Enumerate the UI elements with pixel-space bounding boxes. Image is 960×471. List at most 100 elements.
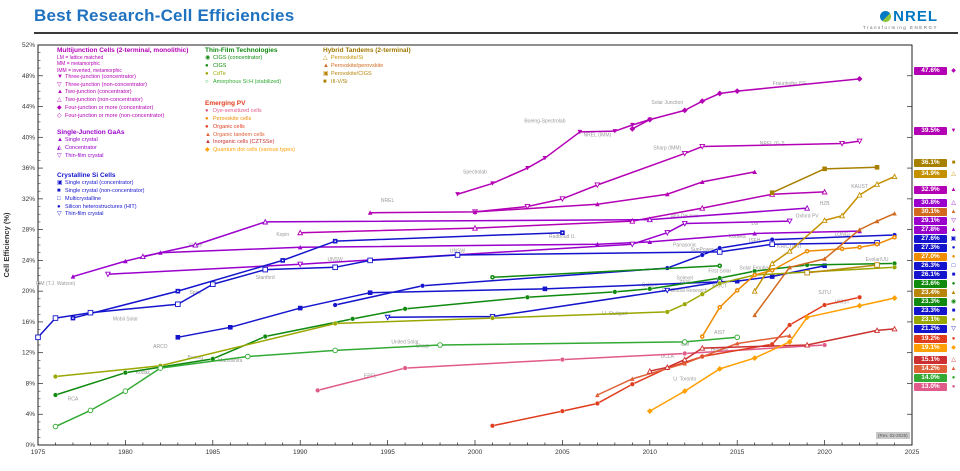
marker: [682, 301, 688, 307]
record-badge-marker: ◆: [951, 345, 956, 351]
record-badge: 15.1%: [914, 356, 947, 364]
marker: [752, 169, 757, 174]
x-tick-label: 1980: [118, 449, 133, 456]
annotation-label: Stanford: [256, 275, 275, 281]
marker: [822, 166, 827, 172]
marker: [681, 356, 688, 363]
record-badge: 23.6%: [914, 280, 947, 288]
legend-item: ◆ Four-junction or more (concentrator): [57, 105, 203, 113]
title-underline: [34, 32, 958, 34]
series-cigs: [55, 262, 895, 396]
marker: [664, 309, 670, 315]
x-tick-label: 2005: [555, 449, 570, 456]
legend-item: ▲ Single crystal: [57, 137, 203, 145]
legend-item-label: Single crystal (concentrator): [65, 180, 134, 187]
marker: [874, 218, 880, 224]
marker: [297, 261, 304, 268]
marker: [681, 150, 688, 157]
marker-dot: [876, 243, 878, 246]
annotation-label: KRICT/MIT: [777, 244, 802, 250]
y-tick-label: 40%: [22, 134, 35, 141]
annotation-label: Fraunhofer ISE: [773, 81, 808, 87]
marker: [892, 211, 897, 216]
record-badge-marker: ■: [951, 160, 956, 166]
annotation-label: ISFH: [749, 238, 761, 244]
marker: [595, 201, 600, 207]
annotation-label: SJTU: [818, 290, 831, 296]
annotation-label: First Solar: [708, 269, 731, 275]
marker: [769, 241, 775, 247]
legend-section-crystalline-si-cells: Crystalline Si Cells ▣ Single crystal (con…: [57, 172, 203, 219]
legend-item-label: Thin-film crystal: [65, 152, 104, 159]
legend-section-hybrid-tandems-2-terminal-: Hybrid Tandems (2-terminal) △ Perovskite/S…: [323, 47, 433, 86]
legend-marker-icon: ◭: [57, 144, 62, 151]
marker: [857, 294, 863, 300]
annotation-label: LG: [751, 221, 758, 227]
marker: [856, 75, 863, 82]
y-tick-label: 28%: [22, 227, 35, 234]
marker: [787, 322, 793, 328]
series-gaas-thin-film-crystal: [107, 220, 790, 275]
marker: [664, 191, 670, 197]
marker: [122, 388, 129, 394]
annotation-label: HZB: [820, 201, 831, 207]
legend-item-label: Perovskite cells: [213, 115, 252, 122]
marker: [123, 258, 128, 264]
x-tick-label: 2000: [468, 449, 483, 456]
marker: [227, 325, 233, 330]
marker: [139, 253, 146, 260]
legend-item: ○ Amorphous Si:H (stabilized): [205, 79, 323, 87]
marker: [822, 342, 828, 348]
legend-item-label: Four-junction or more (non-concentrator): [65, 112, 165, 119]
marker: [612, 289, 618, 295]
legend-item-label: Multicrystalline: [65, 195, 102, 202]
marker: [122, 370, 128, 376]
marker-dot: [893, 236, 896, 239]
marker: [647, 239, 653, 244]
marker: [524, 294, 530, 300]
legend-marker-icon: ◆: [57, 105, 62, 112]
record-badge-marker: △: [951, 171, 956, 177]
annotation-label: ARCO: [153, 344, 168, 350]
series-two-junction-non-concentrator-: [300, 191, 825, 234]
legend-marker-icon: ▲: [205, 131, 211, 138]
marker: [157, 365, 164, 371]
x-tick-label: 1985: [206, 449, 221, 456]
marker: [769, 274, 775, 279]
marker: [856, 302, 863, 309]
record-badge: 23.3%: [914, 298, 947, 306]
marker: [594, 182, 601, 189]
marker: [647, 117, 653, 122]
annotation-label: Oxford PV: [796, 213, 820, 219]
marker: [699, 344, 706, 351]
y-tick-label: 16%: [22, 319, 35, 326]
marker: [629, 241, 636, 248]
legend-marker-icon: ●: [205, 108, 209, 115]
annotation-label: NREL (IMM): [584, 133, 612, 139]
legend-item-label: Perovskite/CIGS: [331, 70, 372, 77]
marker: [594, 400, 600, 406]
legend-item: ▽ Thin-film crystal: [57, 153, 203, 161]
marker: [891, 295, 898, 301]
record-badge: 34.9%: [914, 170, 947, 178]
marker: [769, 237, 775, 243]
annotation-label: UNSW: [450, 249, 466, 255]
marker: [490, 181, 495, 186]
marker: [454, 252, 461, 258]
marker: [87, 309, 94, 316]
series-two-junction-concentrator-: [370, 171, 755, 214]
annotation-label: KAUST: [851, 184, 868, 190]
legend-header: Hybrid Tandems (2-terminal): [323, 47, 411, 54]
annotation-label: Spectrolab: [463, 169, 487, 175]
x-tick-label: 1995: [380, 449, 395, 456]
record-badge: 32.9%: [914, 186, 947, 194]
marker: [681, 388, 688, 395]
annotation-label: Evolar/UU: [866, 257, 889, 263]
marker: [787, 333, 792, 338]
marker: [699, 291, 705, 297]
marker: [646, 216, 653, 223]
legend-marker-icon: ●: [205, 115, 209, 122]
nrel-logo-text: NREL: [893, 8, 938, 25]
x-tick-label: 2015: [730, 449, 745, 456]
annotation-label: Mobil Solar: [113, 316, 138, 322]
